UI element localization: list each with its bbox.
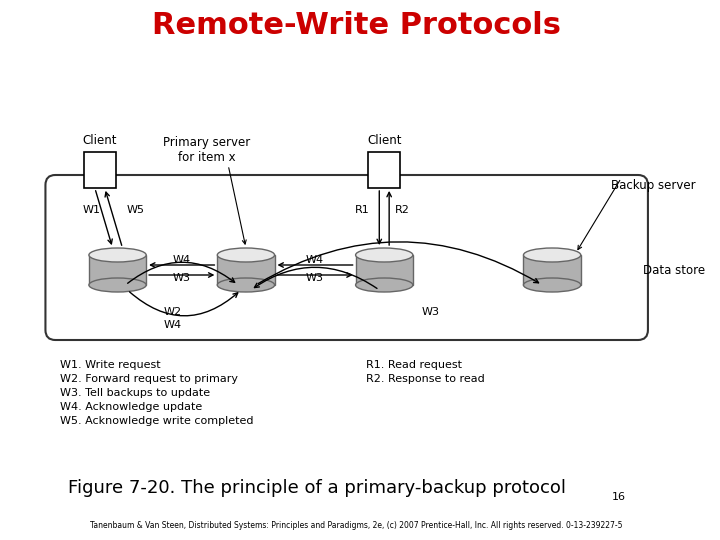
Text: W5. Acknowledge write completed: W5. Acknowledge write completed: [60, 416, 253, 426]
Bar: [369, 152, 400, 188]
Text: W2: W2: [163, 307, 182, 317]
Text: R2: R2: [395, 205, 410, 215]
Text: W3: W3: [422, 307, 440, 317]
Ellipse shape: [356, 278, 413, 292]
Ellipse shape: [89, 278, 146, 292]
Text: W5: W5: [126, 205, 144, 215]
Text: W1. Write request: W1. Write request: [60, 360, 161, 370]
Bar: [217, 255, 274, 285]
Text: W4: W4: [173, 255, 191, 265]
Text: Remote-Write Protocols: Remote-Write Protocols: [152, 10, 561, 39]
Ellipse shape: [356, 248, 413, 262]
Bar: [84, 152, 116, 188]
Text: W3. Tell backups to update: W3. Tell backups to update: [60, 388, 210, 398]
Text: R2. Response to read: R2. Response to read: [366, 374, 485, 384]
Text: Primary server
for item x: Primary server for item x: [163, 136, 250, 164]
Text: W1: W1: [83, 205, 101, 215]
FancyBboxPatch shape: [45, 175, 648, 340]
Text: Figure 7-20. The principle of a primary-backup protocol: Figure 7-20. The principle of a primary-…: [68, 479, 566, 497]
Bar: [523, 255, 581, 285]
Text: Data store: Data store: [643, 264, 705, 276]
Text: W4. Acknowledge update: W4. Acknowledge update: [60, 402, 202, 412]
Bar: [356, 255, 413, 285]
Bar: [89, 255, 146, 285]
Ellipse shape: [523, 278, 581, 292]
Text: W3: W3: [306, 273, 324, 283]
Text: 16: 16: [611, 492, 626, 502]
Ellipse shape: [523, 248, 581, 262]
Text: W2. Forward request to primary: W2. Forward request to primary: [60, 374, 238, 384]
Text: W4: W4: [163, 320, 182, 330]
Text: Tanenbaum & Van Steen, Distributed Systems: Principles and Paradigms, 2e, (c) 20: Tanenbaum & Van Steen, Distributed Syste…: [90, 521, 623, 530]
Text: W3: W3: [173, 273, 191, 283]
Text: Client: Client: [367, 134, 402, 147]
Text: W4: W4: [306, 255, 324, 265]
Text: Backup server: Backup server: [611, 179, 696, 192]
Text: R1: R1: [355, 205, 370, 215]
Text: R1. Read request: R1. Read request: [366, 360, 462, 370]
Ellipse shape: [89, 248, 146, 262]
Ellipse shape: [217, 248, 274, 262]
Text: Client: Client: [83, 134, 117, 147]
Ellipse shape: [217, 278, 274, 292]
